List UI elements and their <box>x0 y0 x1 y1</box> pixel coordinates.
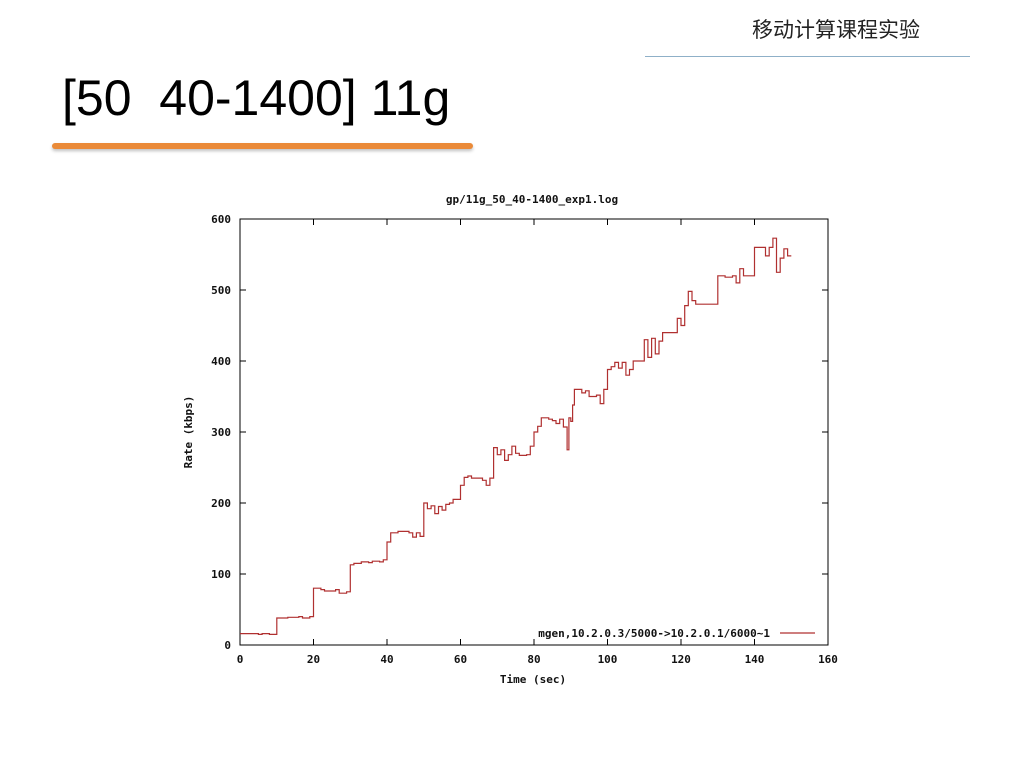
x-tick-labels: 0 20 40 60 80 100 120 140 160 <box>237 653 838 666</box>
y-tick-labels: 0 100 200 300 400 500 600 <box>211 213 231 652</box>
x-tick-label: 140 <box>745 653 765 666</box>
slide-header: 移动计算课程实验 <box>752 18 920 42</box>
x-tick-label: 40 <box>380 653 393 666</box>
y-tick-label: 200 <box>211 497 231 510</box>
x-tick-label: 80 <box>527 653 540 666</box>
series-line-mgen <box>240 237 792 635</box>
slide-title: [50 40-1400] 11g <box>62 70 451 126</box>
legend-label: mgen,10.2.0.3/5000->10.2.0.1/6000~1 <box>538 627 770 640</box>
y-tick-label: 0 <box>224 639 231 652</box>
axis-ticks <box>239 218 829 646</box>
x-tick-label: 120 <box>671 653 691 666</box>
x-tick-label: 160 <box>818 653 838 666</box>
y-tick-label: 300 <box>211 426 231 439</box>
header-divider <box>645 56 970 57</box>
x-tick-label: 60 <box>454 653 467 666</box>
chart-title: gp/11g_50_40-1400_exp1.log <box>446 193 618 206</box>
x-tick-label: 100 <box>598 653 618 666</box>
x-tick-label: 20 <box>307 653 320 666</box>
y-tick-label: 100 <box>211 568 231 581</box>
x-axis-label: Time (sec) <box>500 673 566 686</box>
y-axis-label: Rate (kbps) <box>182 396 195 469</box>
title-underline <box>52 143 473 149</box>
y-tick-label: 600 <box>211 213 231 226</box>
y-tick-label: 400 <box>211 355 231 368</box>
x-tick-label: 0 <box>237 653 244 666</box>
y-tick-label: 500 <box>211 284 231 297</box>
